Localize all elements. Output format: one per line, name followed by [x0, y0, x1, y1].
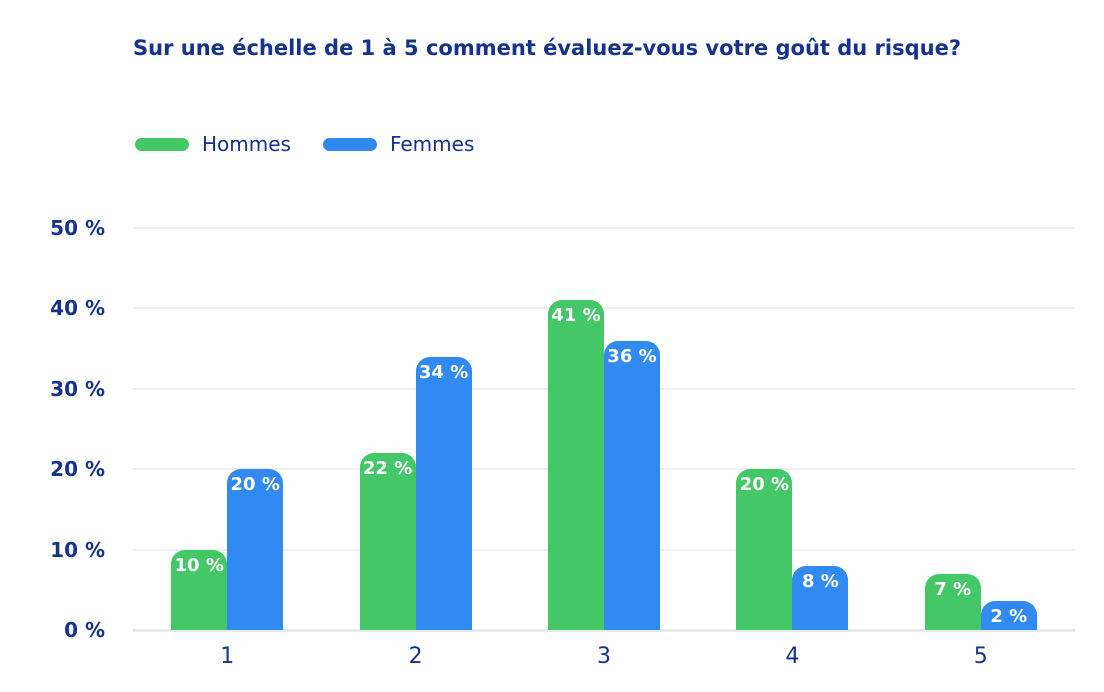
y-tick-label-20: 20 %: [50, 457, 105, 482]
legend-item-hommes: Hommes: [135, 132, 291, 156]
bar-femmes-1: 20 %: [227, 469, 284, 630]
x-tick-label-3: 3: [596, 644, 611, 669]
bar-value-label: 36 %: [607, 345, 657, 367]
bar-value-label: 2 %: [990, 606, 1028, 627]
bar-value-label: 20 %: [230, 474, 280, 496]
bar-hommes-5: 7 %: [924, 573, 981, 630]
legend-label-hommes: Hommes: [202, 132, 291, 156]
bar-group-1: 10 % 20 %: [133, 228, 321, 630]
bar-value-label: 41 %: [551, 305, 601, 327]
bar-value-label: 20 %: [739, 474, 790, 496]
gridline-50: [133, 227, 1075, 229]
bar-value-label: 7 %: [934, 578, 972, 600]
chart-title: Sur une échelle de 1 à 5 comment évaluez…: [133, 36, 962, 60]
bar-value-label: 22 %: [362, 458, 413, 480]
bar-value-label: 8 %: [801, 570, 839, 592]
y-tick-label-0: 0 %: [64, 618, 105, 642]
bar-femmes-5: 2 %: [980, 601, 1037, 630]
x-tick-label-1: 1: [220, 644, 235, 669]
bar-value-label: 10 %: [174, 554, 224, 576]
x-tick-label-5: 5: [973, 644, 988, 669]
bar-femmes-2: 34 %: [415, 356, 472, 630]
y-tick-label-40: 40 %: [50, 296, 105, 321]
y-tick-label-50: 50 %: [50, 216, 105, 240]
bar-value-label: 34 %: [418, 361, 469, 383]
gridline-0: [133, 629, 1075, 632]
bar-hommes-4: 20 %: [736, 469, 793, 630]
legend-swatch-femmes: [322, 137, 377, 151]
y-tick-label-10: 10 %: [50, 537, 105, 562]
gridline-40: [133, 307, 1075, 310]
bar-hommes-1: 10 %: [171, 549, 228, 630]
bar-group-2: 22 % 34 %: [321, 228, 509, 630]
bar-femmes-3: 36 %: [603, 340, 660, 630]
legend-label-femmes: Femmes: [389, 132, 475, 156]
bar-group-4: 20 % 8 %: [698, 228, 886, 630]
x-tick-label-4: 4: [785, 644, 800, 669]
y-tick-label-30: 30 %: [50, 376, 105, 401]
bar-group-5: 7 % 2 %: [887, 228, 1075, 630]
bar-hommes-2: 22 %: [359, 453, 416, 630]
bar-hommes-3: 41 %: [547, 300, 604, 630]
legend-item-femmes: Femmes: [322, 132, 475, 156]
chart-legend: Hommes Femmes: [135, 132, 474, 156]
bar-group-3: 41 % 36 %: [510, 228, 698, 630]
legend-swatch-hommes: [135, 137, 189, 151]
bar-femmes-4: 8 %: [792, 565, 849, 630]
x-tick-label-2: 2: [408, 644, 423, 669]
